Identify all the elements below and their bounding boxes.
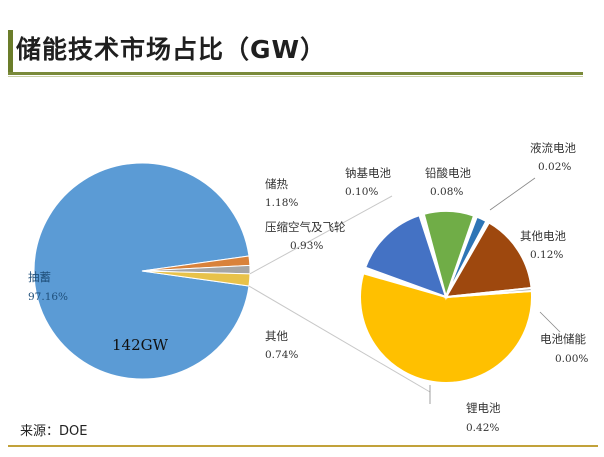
pie-slice-3 bbox=[141, 270, 251, 287]
sub-data-label-name-0: 锂电池 bbox=[466, 401, 501, 415]
sub-data-label-name-4: 其他电池 bbox=[520, 229, 566, 243]
leader-line-2 bbox=[489, 177, 536, 211]
data-label-value-1: 1.18% bbox=[265, 197, 298, 209]
data-label-value-0: 97.16% bbox=[28, 291, 68, 303]
title-divider bbox=[8, 72, 583, 75]
connector-line-top bbox=[249, 195, 393, 275]
sub-pie-slice-3 bbox=[445, 215, 488, 298]
source-note: 来源：DOE bbox=[20, 424, 88, 439]
sub-data-label-value-3: 0.02% bbox=[538, 161, 571, 173]
page-title: 储能技术市场占比（GW） bbox=[16, 35, 327, 64]
data-label-value-2: 0.93% bbox=[290, 240, 323, 252]
sub-pie-slice-1 bbox=[363, 213, 448, 299]
sub-pie-slice-0 bbox=[359, 272, 533, 384]
data-label-name-1: 储热 bbox=[265, 177, 288, 191]
sub-data-label-name-5: 电池储能 bbox=[540, 332, 586, 346]
sub-data-label-name-2: 铅酸电池 bbox=[425, 166, 471, 180]
data-label-name-0: 抽蓄 bbox=[28, 270, 51, 284]
sub-data-label-value-0: 0.42% bbox=[466, 422, 499, 434]
sub-data-label-value-4: 0.12% bbox=[530, 249, 563, 261]
data-label-name-3: 其他 bbox=[265, 329, 288, 343]
data-label-name-2: 压缩空气及飞轮 bbox=[265, 220, 346, 234]
center-value-label: 142GW bbox=[112, 336, 169, 354]
sub-pie-slice-4 bbox=[444, 221, 533, 299]
sub-data-label-name-3: 液流电池 bbox=[530, 141, 576, 155]
connector-line-bottom bbox=[248, 285, 431, 393]
pie-slice-0 bbox=[33, 162, 250, 380]
sub-pie-slice-5 bbox=[445, 286, 533, 298]
title-divider-thin bbox=[8, 76, 583, 77]
sub-data-label-value-1: 0.10% bbox=[345, 186, 378, 198]
sub-data-label-name-1: 钠基电池 bbox=[345, 166, 391, 180]
data-label-value-3: 0.74% bbox=[265, 349, 298, 361]
sub-data-label-value-2: 0.08% bbox=[430, 186, 463, 198]
sub-pie-slice-2 bbox=[422, 210, 476, 301]
sub-data-label-value-5: 0.00% bbox=[555, 353, 588, 365]
footer-divider bbox=[8, 445, 598, 447]
title-accent-bar bbox=[8, 30, 13, 72]
leader-line-1 bbox=[539, 311, 561, 333]
